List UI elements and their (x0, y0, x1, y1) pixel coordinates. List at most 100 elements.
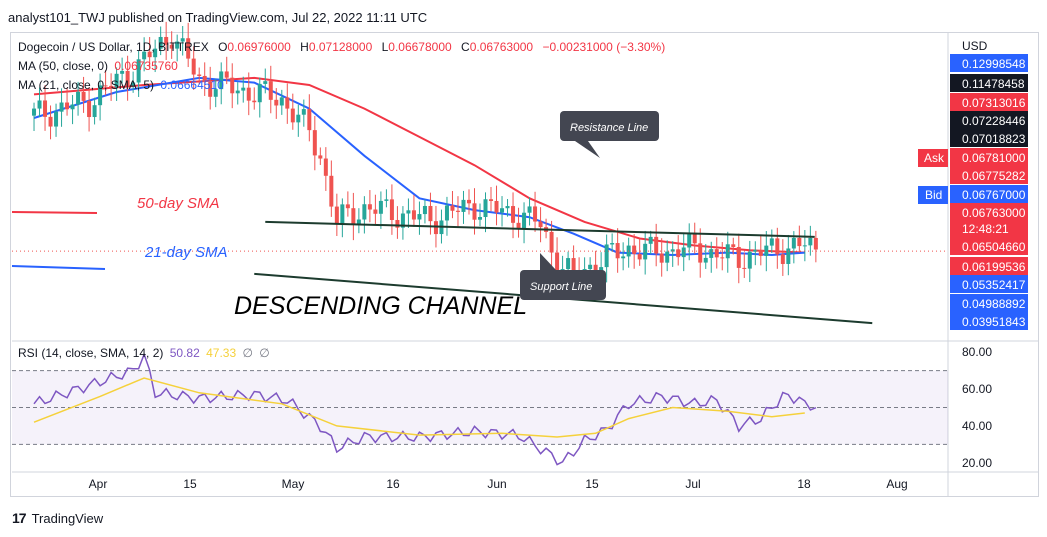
price-axis-label-bg (950, 185, 1028, 203)
candle-body (186, 38, 191, 59)
candle-body (516, 222, 521, 230)
rsi-ma-line (33, 377, 805, 438)
legend-open: O0.06976000 (218, 40, 291, 54)
candle-body (472, 203, 477, 220)
price-axis-label-bg (950, 166, 1028, 184)
candle-body (406, 210, 411, 214)
candle-body (747, 251, 752, 269)
legend-rsi-label: RSI (14, close, SMA, 14, 2) (18, 346, 164, 360)
footer-branding[interactable]: 17 TradingView (12, 510, 103, 526)
resistance-callout-box (560, 111, 659, 141)
candle-body (180, 38, 185, 42)
candle-body (131, 82, 136, 86)
price-axis-label-bg (950, 312, 1028, 330)
candle-body (654, 236, 659, 254)
candle-body (65, 102, 70, 110)
candle-body (791, 237, 796, 249)
candle-body (334, 206, 339, 224)
candle-body (703, 257, 708, 263)
candle-body (483, 199, 488, 218)
candle-body (81, 91, 86, 101)
candle-body (257, 83, 262, 103)
candle-body (296, 114, 301, 123)
candle-body (780, 254, 785, 264)
candle-body (450, 205, 455, 211)
price-axis-label-bg (950, 257, 1028, 275)
candle-body (356, 219, 361, 225)
legend-low: L0.06678000 (381, 40, 452, 54)
support-callout-text: Support Line (530, 281, 592, 293)
candle-body (252, 100, 257, 103)
candle-body (648, 236, 653, 244)
candle-body (659, 253, 664, 263)
candle-body (676, 249, 681, 258)
candle-body (351, 208, 356, 225)
candle-body (769, 238, 774, 246)
candle-body (208, 81, 213, 97)
ma50-annotation: 50-day SMA (137, 195, 220, 212)
candle-body (466, 199, 471, 204)
candle-body (219, 71, 224, 90)
candle-body (378, 200, 383, 214)
candle-body (665, 251, 670, 263)
time-axis-label: 18 (797, 477, 811, 491)
rsi-axis-label: 80.00 (962, 345, 992, 359)
candle-body (808, 237, 813, 246)
price-axis-label-bg (950, 237, 1028, 255)
candle-body (478, 217, 482, 220)
candle-body (742, 267, 747, 269)
bid-tag-bg (918, 186, 948, 204)
legend-high: H0.07128000 (300, 40, 373, 54)
candle-body (736, 246, 741, 268)
price-axis-label: 0.06781000 (962, 151, 1026, 165)
candle-body (753, 249, 758, 252)
candle-body (571, 258, 576, 273)
channel-title: DESCENDING CHANNEL (234, 292, 527, 320)
candle-body (494, 200, 499, 213)
candle-body (48, 116, 53, 127)
candle-body (285, 97, 290, 109)
axes-layer: USD 0.12998548 0.11478458 0.07313016 0.07228… (89, 39, 1028, 491)
candle-body (417, 214, 422, 220)
candle-body (511, 206, 516, 223)
candle-body (681, 247, 686, 258)
candle-body (395, 219, 400, 228)
candle-body (604, 244, 609, 268)
candle-body (274, 99, 279, 106)
time-axis-label: 15 (585, 477, 599, 491)
candle-body (373, 209, 378, 214)
legend-ma50-row: MA (50, close, 0) 0.06735760 (18, 59, 178, 73)
candle-body (367, 204, 372, 210)
price-axis-label: 0.07018823 (962, 132, 1026, 146)
price-axis-label: 0.06767000 (962, 188, 1026, 202)
footer-brand-text: TradingView (31, 510, 104, 526)
candle-body (235, 90, 240, 94)
candle-body (720, 257, 725, 259)
price-axis-label: 0.11478458 (962, 77, 1025, 91)
candle-body (555, 252, 560, 277)
support-callout-box (520, 270, 606, 300)
price-axis-label-bg (950, 93, 1028, 111)
legend-rsi-sym1: ∅ (242, 346, 253, 360)
candle-body (714, 249, 719, 258)
candle-body (725, 244, 730, 259)
legend-rsi-value: 50.82 (169, 346, 200, 360)
candle-body (500, 208, 505, 213)
candle-body (279, 97, 284, 106)
candle-body (202, 75, 207, 82)
candle-body (384, 199, 389, 201)
candle-body (692, 232, 697, 244)
candle-body (103, 85, 108, 87)
price-axis-label: 0.06775282 (962, 169, 1026, 183)
candle-body (191, 58, 196, 75)
candle-body (637, 253, 642, 260)
legend-close: C0.06763000 (461, 40, 534, 54)
legend-symbol: Dogecoin / US Dollar, 1D, BITTREX (18, 40, 209, 54)
candle-body (621, 256, 626, 259)
price-axis-label-bg (950, 219, 1028, 237)
time-axis-label: Jun (487, 477, 506, 491)
price-axis-label-bg (950, 54, 1028, 72)
candle-body (345, 204, 350, 209)
candle-body (125, 70, 130, 86)
